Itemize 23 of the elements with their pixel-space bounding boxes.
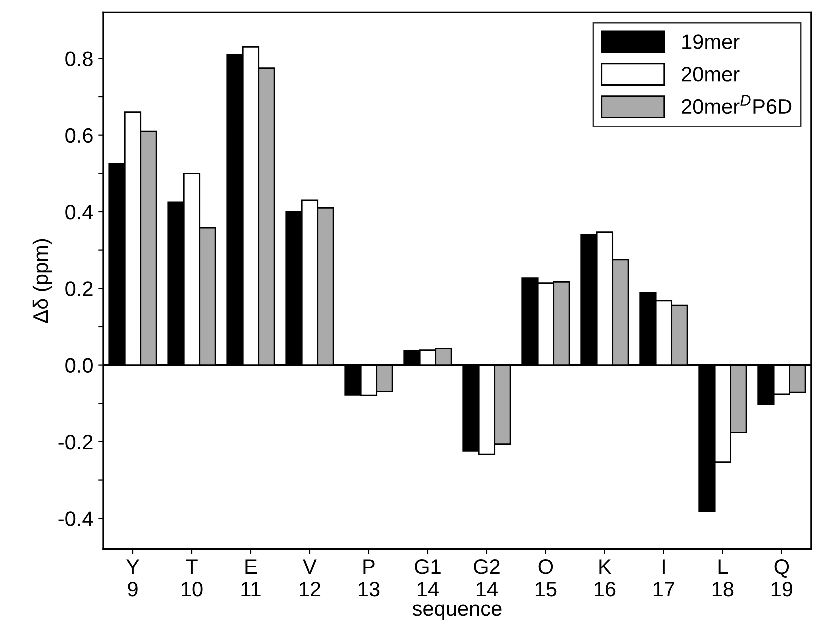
x-tick-label: L 18 <box>712 560 734 597</box>
legend-label: 20mer <box>682 67 740 82</box>
x-tick-label: T 10 <box>182 560 203 597</box>
x-tick-label: O 15 <box>536 560 557 597</box>
y-tick-label: 0.6 <box>66 128 93 144</box>
x-tick-label: Q 19 <box>772 560 793 597</box>
x-tick-label: Y 9 <box>126 560 140 597</box>
x-tick-label: I 17 <box>654 560 674 597</box>
y-tick-label: -0.2 <box>58 434 93 450</box>
x-axis-title: sequence <box>412 604 502 620</box>
x-tick-label: P 13 <box>358 560 380 597</box>
y-tick-label: 0.4 <box>66 205 94 220</box>
y-tick-label: -0.4 <box>58 512 94 526</box>
legend-label: 19mer <box>682 34 740 50</box>
y-tick-label: 0.8 <box>66 52 93 66</box>
x-tick-label: G2 14 <box>474 560 500 597</box>
y-tick-label: 0.2 <box>66 282 93 296</box>
y-axis-title: Δδ (ppm) <box>32 239 52 324</box>
x-tick-label: V 12 <box>300 560 321 597</box>
legend-label: 20mer$^{D}$P6D <box>682 95 792 114</box>
y-tick-label: 0.0 <box>66 358 93 374</box>
x-tick-label: K 16 <box>594 560 616 597</box>
x-tick-label: E 11 <box>242 560 261 597</box>
